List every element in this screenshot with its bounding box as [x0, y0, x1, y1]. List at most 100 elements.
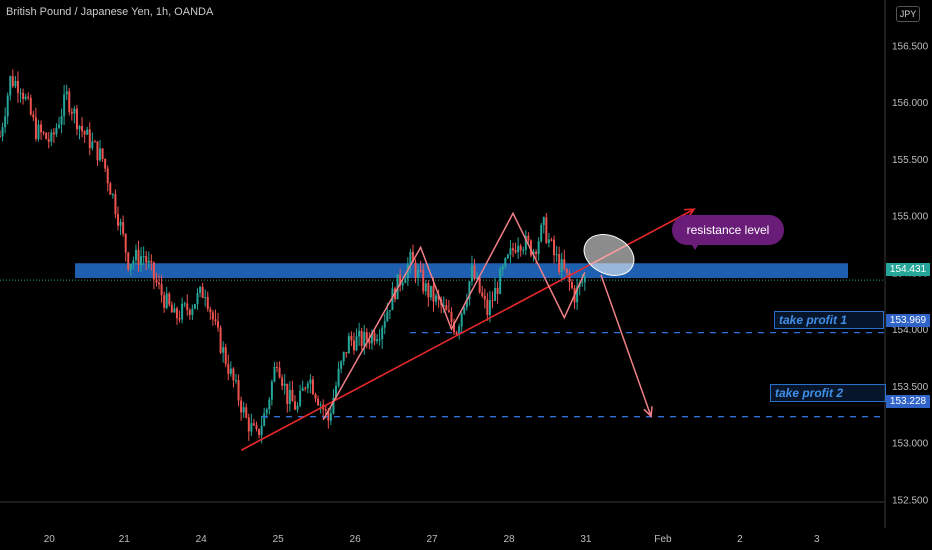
candle-body [147, 260, 150, 263]
candle-body [188, 309, 191, 315]
candle-body [34, 117, 37, 140]
candle-body [14, 81, 17, 87]
candle-body [57, 124, 60, 128]
candle-body [414, 262, 417, 279]
candle-body [263, 413, 266, 426]
candle-body [265, 409, 268, 414]
candle-body [142, 256, 145, 258]
x-tick-label: 20 [44, 534, 56, 545]
candle-body [170, 304, 173, 313]
candle-body [314, 394, 317, 399]
forecast-arrowhead [643, 406, 653, 418]
candle-body [199, 286, 202, 293]
x-tick-label: 31 [580, 534, 592, 545]
candle-body [65, 91, 68, 95]
candle-body [506, 254, 509, 259]
candle-body [16, 81, 19, 93]
candle-body [373, 332, 376, 342]
candle-body [558, 254, 561, 273]
candle-body [9, 76, 12, 96]
candle-body [560, 259, 563, 273]
candle-body [583, 276, 586, 283]
candle-body [404, 278, 407, 283]
candle-body [553, 239, 556, 256]
y-tick-label: 156.500 [892, 41, 929, 52]
take-profit-2-price-tag: 153.228 [886, 395, 930, 408]
candle-body [478, 277, 481, 293]
candle-body [332, 397, 335, 414]
candle-body [83, 131, 86, 135]
candle-body [173, 308, 176, 313]
candle-body [224, 347, 227, 364]
x-tick-label: 3 [814, 534, 820, 545]
candle-body [306, 383, 309, 389]
x-tick-label: 21 [119, 534, 131, 545]
resistance-level-note[interactable]: resistance level [672, 215, 784, 245]
candle-body [140, 256, 143, 265]
candle-body [547, 239, 550, 243]
candle-body [296, 405, 299, 410]
candle-body [550, 239, 553, 241]
candle-body [111, 194, 114, 196]
candle-body [186, 303, 189, 310]
candle-body [106, 168, 109, 184]
candle-body [283, 383, 286, 386]
candle-body [160, 284, 163, 296]
forecast-arrow [600, 274, 652, 417]
candle-body [252, 423, 255, 426]
candle-body [158, 282, 161, 285]
candle-body [29, 97, 32, 115]
candle-body [342, 352, 345, 362]
candle-body [399, 274, 402, 286]
candle-body [234, 380, 237, 382]
candle-body [317, 398, 320, 406]
candle-body [347, 335, 350, 354]
candle-body [509, 248, 512, 255]
candle-body [411, 251, 414, 263]
trendline-arrowhead [684, 208, 696, 218]
candle-body [240, 400, 243, 413]
candle-body [524, 235, 527, 250]
candle-body [391, 288, 394, 311]
candle-body [52, 132, 55, 135]
candle-body [27, 96, 30, 98]
y-tick-label: 156.000 [892, 98, 929, 109]
candle-body [337, 368, 340, 386]
candle-body [476, 277, 479, 279]
candle-body [70, 111, 73, 114]
candle-body [0, 136, 1, 138]
candle-body [340, 361, 343, 369]
candle-body [91, 141, 94, 149]
candle-body [329, 413, 332, 421]
take-profit-1-label[interactable]: take profit 1 [774, 311, 884, 329]
candle-body [1, 127, 4, 137]
candle-body [445, 305, 448, 311]
candle-body [152, 262, 155, 280]
candle-body [522, 249, 525, 251]
take-profit-2-label[interactable]: take profit 2 [770, 384, 886, 402]
candle-body [512, 248, 514, 251]
candle-body [458, 326, 461, 335]
candle-body [319, 404, 322, 406]
candle-body [437, 295, 440, 300]
candle-body [370, 332, 373, 344]
candle-body [368, 340, 371, 344]
candle-body [129, 264, 132, 270]
candle-body [301, 387, 304, 391]
candle-body [311, 379, 314, 395]
currency-badge[interactable]: JPY [896, 6, 920, 22]
candle-body [568, 272, 571, 283]
x-tick-label: 2 [737, 534, 743, 545]
candle-body [542, 217, 545, 225]
candle-body [258, 428, 261, 436]
candle-body [463, 307, 466, 314]
take-profit-1-price-tag: 153.969 [886, 314, 930, 327]
candle-body [250, 423, 253, 432]
current-price-tag: 154.431 [886, 263, 930, 276]
resistance-level-note-tail [690, 242, 700, 250]
candle-body [350, 335, 353, 341]
candle-body [281, 377, 284, 386]
candle-body [50, 132, 53, 142]
candle-body [201, 286, 204, 298]
